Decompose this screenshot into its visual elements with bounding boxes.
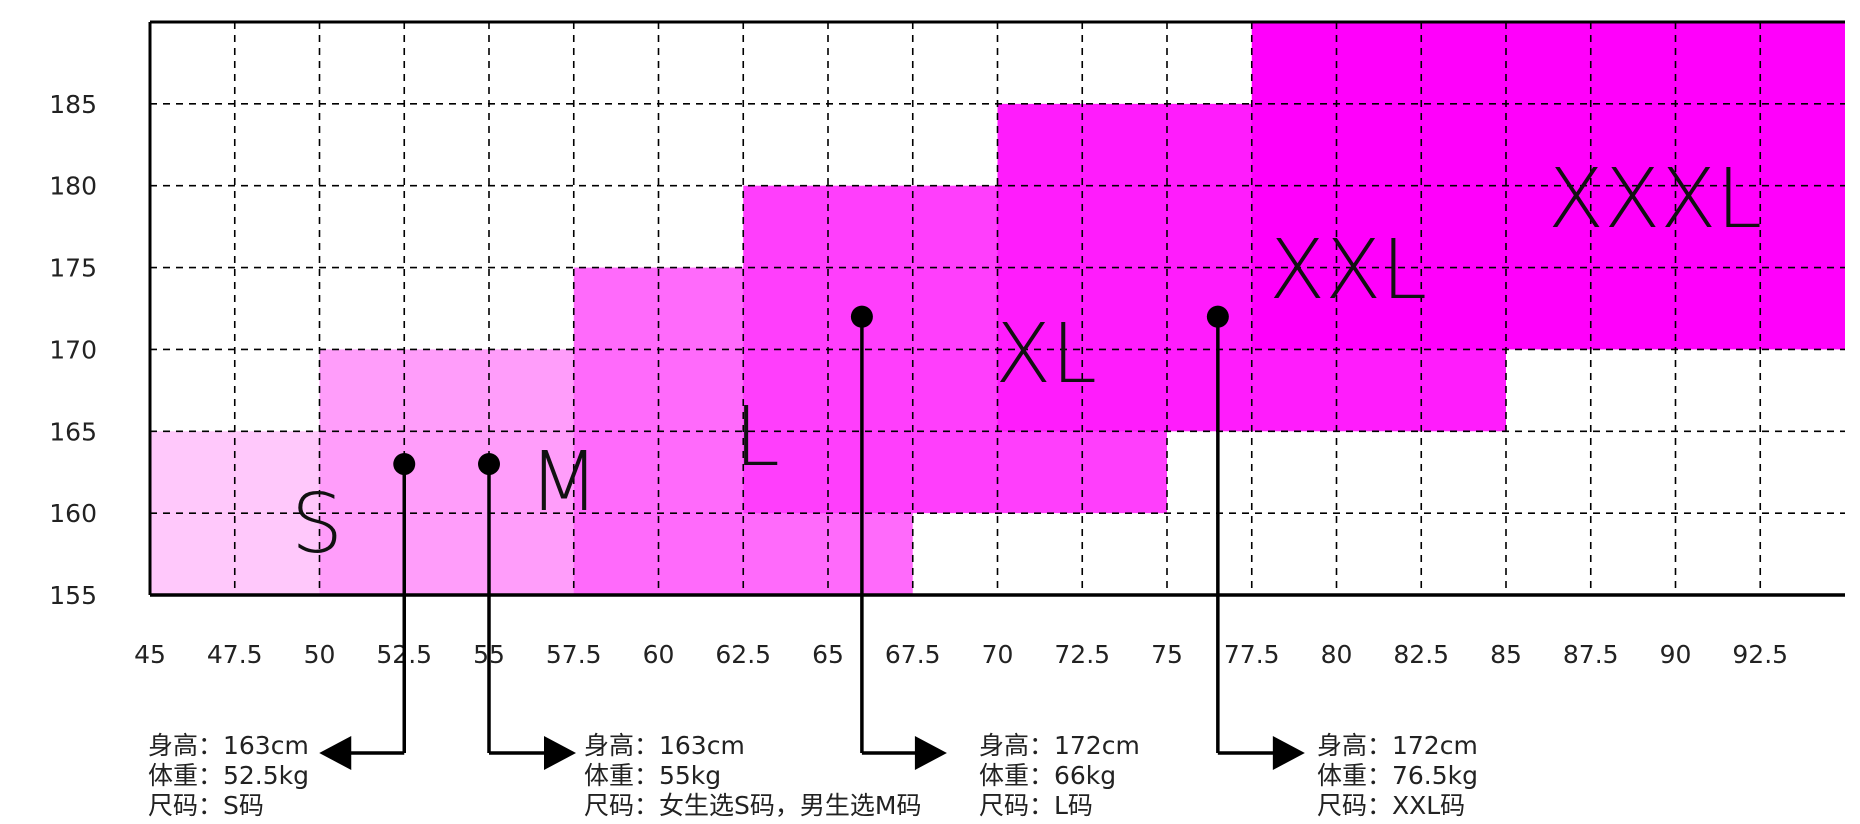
x-tick-label: 67.5 — [885, 640, 941, 669]
callouts — [319, 305, 1305, 770]
callout-arrow-head — [1272, 736, 1305, 770]
annotation-height: 身高：163cm — [584, 731, 745, 760]
annotation-weight: 体重：66kg — [979, 761, 1117, 790]
size-label-xl: XL — [995, 307, 1097, 402]
callout-arrow-head — [914, 736, 947, 770]
y-tick-label: 180 — [49, 172, 97, 201]
axes — [148, 20, 1845, 597]
annotation-size: 尺码：L码 — [979, 791, 1093, 820]
y-tick-label: 185 — [49, 90, 97, 119]
annotation-size: 尺码：S码 — [148, 791, 264, 820]
annotation-block: 身高：163cm 体重：55kg 尺码：女生选S码，男生选M码 — [584, 731, 921, 821]
x-tick-label: 70 — [982, 640, 1014, 669]
x-tick-label: 77.5 — [1224, 640, 1280, 669]
annotation-weight: 体重：52.5kg — [148, 761, 310, 790]
grid-lines — [150, 22, 1845, 595]
size-label-s: S — [291, 477, 343, 572]
annotation-height: 身高：172cm — [979, 731, 1140, 760]
annotation-weight: 体重：55kg — [584, 761, 722, 790]
x-tick-label: 80 — [1321, 640, 1353, 669]
size-label-l: L — [734, 390, 780, 485]
x-tick-label: 62.5 — [715, 640, 771, 669]
annotation-size: 尺码：女生选S码，男生选M码 — [584, 791, 922, 820]
y-tick-label: 175 — [49, 254, 97, 283]
y-tick-label: 165 — [49, 417, 97, 446]
y-tick-labels: 155 160 165 170 175 180 185 — [49, 90, 97, 610]
y-tick-label: 170 — [49, 335, 97, 364]
x-tick-label: 50 — [304, 640, 336, 669]
x-tick-label: 90 — [1660, 640, 1692, 669]
x-tick-labels: 45 47.5 50 52.5 55 57.5 60 62.5 65 67.5 70 72.5 75 77… — [134, 640, 1788, 669]
annotation-block: 身高：172cm 体重：76.5kg 尺码：XXL码 — [1317, 731, 1478, 821]
x-tick-label: 47.5 — [207, 640, 263, 669]
x-tick-label: 60 — [643, 640, 675, 669]
callout-arrow-head — [319, 736, 352, 770]
size-labels: S M L XL XXL XXXL — [291, 152, 1762, 572]
x-tick-label: 92.5 — [1732, 640, 1788, 669]
x-tick-label: 57.5 — [546, 640, 602, 669]
annotation-height: 身高：163cm — [148, 731, 309, 760]
size-label-m: M — [529, 435, 600, 530]
annotation-weight: 体重：76.5kg — [1317, 761, 1479, 790]
x-tick-label: 87.5 — [1563, 640, 1619, 669]
annotation-height: 身高：172cm — [1317, 731, 1478, 760]
callout-arrow-head — [544, 736, 576, 770]
x-tick-label: 85 — [1490, 640, 1522, 669]
size-label-xxxl: XXXL — [1548, 152, 1762, 247]
x-tick-label: 75 — [1151, 640, 1183, 669]
x-tick-label: 82.5 — [1393, 640, 1449, 669]
y-tick-label: 160 — [49, 499, 97, 528]
x-tick-label: 45 — [134, 640, 166, 669]
y-tick-label: 155 — [49, 581, 97, 610]
x-tick-label: 72.5 — [1054, 640, 1110, 669]
annotation-block: 身高：163cm 体重：52.5kg 尺码：S码 — [148, 731, 309, 821]
size-label-xxl: XXL — [1269, 223, 1427, 318]
annotation-block: 身高：172cm 体重：66kg 尺码：L码 — [979, 731, 1140, 821]
annotation-size: 尺码：XXL码 — [1317, 791, 1466, 820]
x-tick-label: 65 — [812, 640, 844, 669]
